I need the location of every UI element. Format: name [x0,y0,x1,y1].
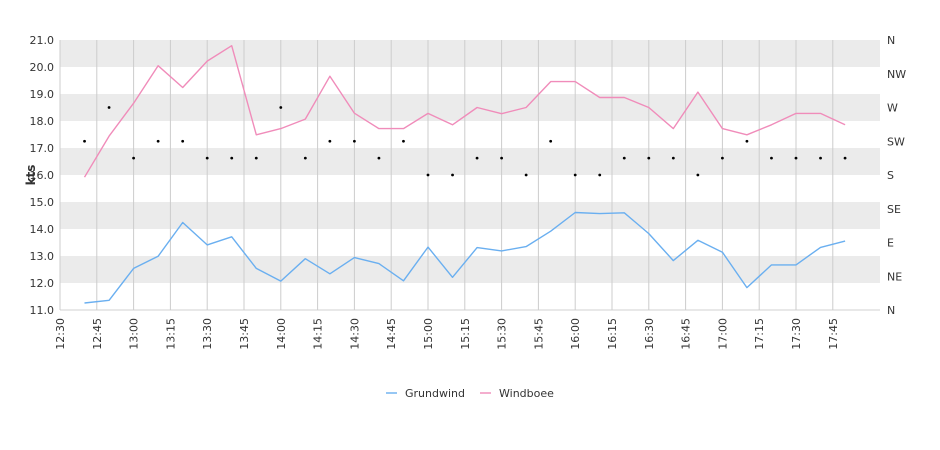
y-tick-label: 11.0 [30,304,55,317]
direction-point [721,156,724,160]
x-tick-label: 14:00 [275,318,288,350]
band [60,175,880,202]
y-tick-label: 18.0 [30,115,55,128]
legend: Grundwind Windboee [386,387,554,400]
x-tick-label: 16:15 [606,318,619,350]
y-tick-label: 21.0 [30,34,55,47]
x-tick-label: 16:00 [569,318,582,350]
direction-tick-label: N [887,34,895,47]
y-tick-label: 14.0 [30,223,55,236]
background-bands [60,40,880,311]
direction-point [745,139,749,143]
direction-point [353,139,356,143]
direction-tick-label: NE [887,270,902,283]
band [60,67,880,94]
direction-point [402,139,405,143]
y-tick-label: 15.0 [30,196,55,209]
direction-point [475,156,479,160]
x-tick-label: 16:45 [680,318,693,350]
band [60,121,880,148]
series-lines [83,45,846,304]
direction-point [451,173,454,177]
direction-point [671,156,675,160]
direction-markers [83,106,847,177]
y-tick-label: 16.0 [30,169,55,182]
direction-tick-label: E [887,237,894,250]
direction-point [843,156,847,160]
x-tick-label: 17:00 [716,318,729,350]
legend-label: Grundwind [405,387,465,400]
direction-axis-ticks: N NE E SE S SW W NW N [887,34,906,317]
direction-point [770,156,773,160]
x-tick-label: 17:45 [827,318,840,350]
y-axis-label: kts [24,165,38,186]
direction-point [696,173,700,177]
x-tick-label: 17:30 [790,318,803,350]
direction-point [156,139,160,143]
direction-point [598,173,602,177]
direction-point [549,139,553,143]
direction-tick-label: S [887,169,894,182]
direction-point [647,156,651,160]
direction-point [426,173,430,177]
direction-tick-label: N [887,304,895,317]
y-tick-label: 19.0 [30,88,55,101]
band [60,256,880,283]
x-tick-label: 15:45 [532,318,545,350]
direction-point [500,156,503,160]
direction-point [230,156,234,160]
direction-tick-label: NW [887,68,906,81]
direction-point [132,156,136,160]
band [60,94,880,121]
y-tick-label: 17.0 [30,142,55,155]
x-tick-label: 14:30 [348,318,361,350]
direction-point [181,139,185,143]
series-line-windboee [83,45,846,178]
y-tick-label: 20.0 [30,61,55,74]
x-tick-label: 15:15 [459,318,472,350]
x-tick-label: 16:30 [643,318,656,350]
direction-point [328,139,332,143]
x-tick-label: 13:45 [238,318,251,350]
x-tick-label: 12:30 [54,318,67,350]
direction-point [819,156,822,160]
direction-point [83,139,86,143]
x-tick-label: 13:30 [201,318,214,350]
x-tick-label: 15:00 [422,318,435,350]
x-tick-label: 14:45 [385,318,398,350]
direction-point [794,156,798,160]
direction-point [622,156,626,160]
direction-point [205,156,209,160]
x-tick-label: 17:15 [753,318,766,350]
band [60,148,880,175]
direction-point [573,173,577,177]
direction-point [279,106,283,109]
direction-tick-label: W [887,102,898,115]
band [60,229,880,256]
direction-point [254,156,258,160]
direction-tick-label: SE [887,203,901,216]
band [60,40,880,67]
band [60,202,880,229]
vertical-gridlines [59,40,834,310]
x-axis-ticks: 12:30 12:45 13:00 13:15 13:30 13:45 14:00 14:15… [54,318,840,350]
legend-label: Windboee [499,387,554,400]
series-line-grundwind [84,211,846,304]
x-tick-label: 12:45 [91,318,104,350]
y-axis-ticks: 11.0 12.0 13.0 14.0 15.0 16.0 17.0 18.0 19.0 20.0… [30,34,55,317]
x-tick-label: 13:00 [128,318,141,350]
direction-tick-label: SW [887,135,905,148]
direction-point [377,156,381,160]
x-tick-label: 14:15 [312,318,325,350]
band [60,283,880,310]
direction-point [303,156,307,160]
y-tick-label: 12.0 [30,277,55,290]
y-tick-label: 13.0 [30,250,55,263]
direction-point [524,173,528,177]
x-tick-label: 15:30 [496,318,509,350]
direction-point [107,106,111,109]
x-tick-label: 13:15 [164,318,177,350]
